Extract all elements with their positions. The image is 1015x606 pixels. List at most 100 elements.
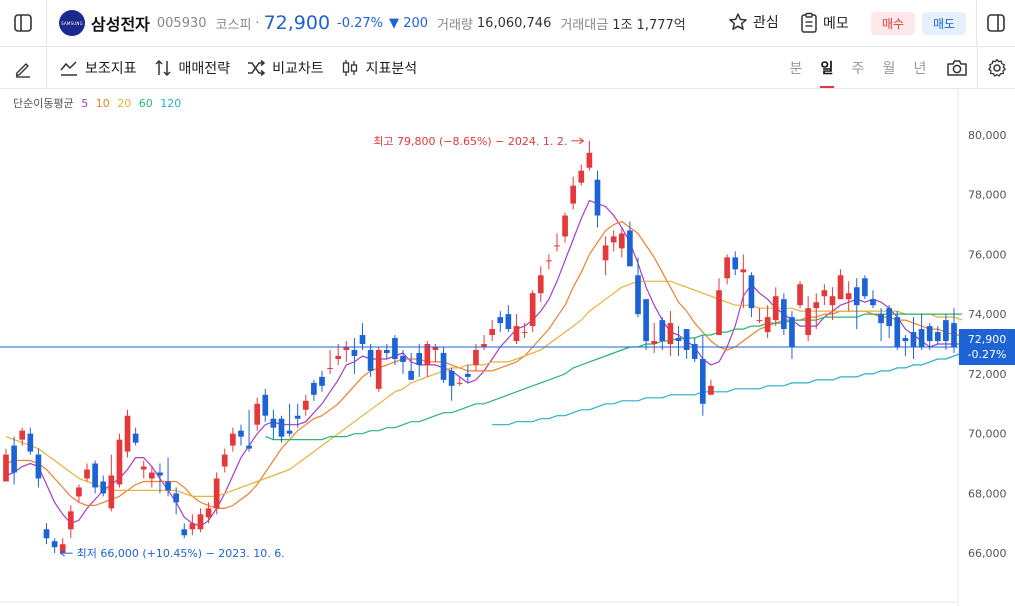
- sell-button[interactable]: 매도: [922, 12, 966, 35]
- candle[interactable]: [68, 505, 74, 538]
- candle[interactable]: [578, 165, 584, 186]
- candle[interactable]: [190, 514, 196, 535]
- candle[interactable]: [303, 395, 309, 416]
- candle[interactable]: [497, 311, 503, 332]
- candle[interactable]: [36, 449, 42, 488]
- left-panel-toggle-button[interactable]: [0, 0, 46, 46]
- candle[interactable]: [603, 236, 609, 275]
- candle[interactable]: [894, 311, 900, 350]
- stock-name[interactable]: 삼성전자: [91, 11, 150, 35]
- candle[interactable]: [668, 311, 674, 356]
- candle[interactable]: [441, 347, 447, 383]
- candle[interactable]: [327, 350, 333, 374]
- candle[interactable]: [181, 523, 187, 538]
- candle[interactable]: [198, 508, 204, 532]
- candle[interactable]: [311, 380, 317, 401]
- candle[interactable]: [133, 428, 139, 446]
- draw-tool-button[interactable]: [0, 48, 46, 88]
- candle[interactable]: [659, 317, 665, 350]
- candle[interactable]: [595, 171, 601, 228]
- period-day[interactable]: 일: [812, 47, 842, 88]
- period-week[interactable]: 주: [843, 47, 873, 88]
- candle[interactable]: [846, 281, 852, 311]
- candle[interactable]: [862, 275, 868, 299]
- candle[interactable]: [919, 314, 925, 350]
- strategy-button[interactable]: 매매전략: [153, 48, 231, 88]
- candle[interactable]: [684, 329, 690, 359]
- memo-button[interactable]: 메모: [800, 12, 849, 34]
- candle[interactable]: [117, 434, 123, 488]
- candle[interactable]: [343, 341, 349, 362]
- candle[interactable]: [724, 254, 730, 284]
- candle[interactable]: [44, 523, 50, 544]
- candle[interactable]: [749, 272, 755, 317]
- analysis-button[interactable]: 지표분석: [340, 48, 418, 88]
- candle[interactable]: [554, 233, 560, 251]
- candle[interactable]: [246, 410, 252, 452]
- candle[interactable]: [546, 254, 552, 269]
- candle[interactable]: [635, 257, 641, 317]
- candle[interactable]: [384, 344, 390, 359]
- candle[interactable]: [854, 278, 860, 329]
- indicators-button[interactable]: 보조지표: [59, 48, 137, 88]
- candle[interactable]: [822, 284, 828, 305]
- candle[interactable]: [740, 254, 746, 308]
- candle[interactable]: [416, 344, 422, 377]
- period-month[interactable]: 월: [874, 47, 904, 88]
- candle[interactable]: [481, 335, 487, 350]
- candle[interactable]: [878, 308, 884, 341]
- candle[interactable]: [125, 410, 131, 458]
- candle[interactable]: [651, 323, 657, 353]
- candle[interactable]: [506, 305, 512, 332]
- settings-button[interactable]: [978, 47, 1015, 88]
- candle[interactable]: [716, 278, 722, 335]
- candle[interactable]: [92, 461, 98, 494]
- candle[interactable]: [943, 314, 949, 350]
- candle[interactable]: [100, 475, 106, 496]
- candle[interactable]: [570, 177, 576, 210]
- candle[interactable]: [732, 251, 738, 275]
- candle[interactable]: [352, 338, 358, 374]
- candle[interactable]: [473, 344, 479, 371]
- period-year[interactable]: 년: [905, 47, 935, 88]
- candle[interactable]: [11, 437, 17, 485]
- candle[interactable]: [108, 455, 114, 512]
- candle[interactable]: [262, 389, 268, 422]
- candle[interactable]: [789, 311, 795, 359]
- candle[interactable]: [830, 287, 836, 320]
- candle[interactable]: [254, 398, 260, 431]
- period-minute[interactable]: 분: [781, 47, 811, 88]
- candle[interactable]: [514, 314, 520, 344]
- compare-button[interactable]: 비교차트: [246, 48, 324, 88]
- buy-button[interactable]: 매수: [871, 12, 915, 35]
- right-panel-toggle-button[interactable]: [977, 0, 1015, 46]
- candle[interactable]: [465, 365, 471, 383]
- candle[interactable]: [52, 538, 58, 553]
- candle[interactable]: [903, 335, 909, 356]
- candle[interactable]: [230, 428, 236, 452]
- candle[interactable]: [951, 308, 957, 353]
- candle[interactable]: [611, 230, 617, 251]
- candle[interactable]: [408, 353, 414, 380]
- candle[interactable]: [157, 464, 163, 494]
- candle[interactable]: [3, 449, 9, 482]
- candle[interactable]: [271, 410, 277, 440]
- candle[interactable]: [838, 269, 844, 299]
- candle[interactable]: [781, 293, 787, 335]
- candle[interactable]: [60, 538, 66, 553]
- candle[interactable]: [643, 299, 649, 350]
- candle[interactable]: [773, 287, 779, 326]
- candle[interactable]: [489, 320, 495, 341]
- candle[interactable]: [279, 416, 285, 443]
- candle[interactable]: [708, 380, 714, 395]
- candle[interactable]: [797, 281, 803, 308]
- candle[interactable]: [805, 296, 811, 341]
- price-chart[interactable]: 80,000 78,000 76,000 74,000 72,000 70,000 68,0…: [0, 88, 1015, 606]
- candle[interactable]: [870, 290, 876, 308]
- candle[interactable]: [676, 326, 682, 356]
- candle[interactable]: [392, 335, 398, 365]
- favorite-button[interactable]: 관심: [728, 12, 779, 32]
- candle[interactable]: [360, 323, 366, 350]
- candle[interactable]: [222, 449, 228, 473]
- candle[interactable]: [287, 404, 293, 437]
